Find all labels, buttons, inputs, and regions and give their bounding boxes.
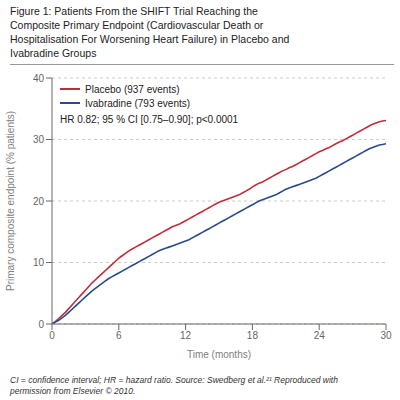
html-text:Composite Primary Endpoint (Ca: Composite Primary Endpoint (Cardiovascul… xyxy=(10,19,264,31)
html-text:Placebo (937 events): Placebo (937 events) xyxy=(85,83,180,95)
html-text:Hospitalisation For Worsening: Hospitalisation For Worsening Heart Fail… xyxy=(10,33,290,45)
svg-text:10: 10 xyxy=(33,257,45,268)
svg-text:Time (months): Time (months) xyxy=(187,349,251,360)
html-text:Ivabradine Groups: Ivabradine Groups xyxy=(10,47,97,59)
html-text:HR 0.82; 95 % CI [0.75–0.90];: HR 0.82; 95 % CI [0.75–0.90]; p<0.0001 xyxy=(60,114,239,125)
svg-text:20: 20 xyxy=(33,196,45,207)
html-text:Ivabradine (793 events): Ivabradine (793 events) xyxy=(85,97,191,109)
svg-text:30: 30 xyxy=(33,134,45,145)
svg-text:0: 0 xyxy=(38,319,44,330)
svg-text:12: 12 xyxy=(180,330,192,341)
html-text:Figure 1: Patients From the SH: Figure 1: Patients From the SHIFT Trial … xyxy=(10,5,258,17)
svg-text:0: 0 xyxy=(49,330,55,341)
svg-text:Primary composite endpoint (%: Primary composite endpoint (% patients) xyxy=(8,111,16,291)
svg-text:30: 30 xyxy=(380,330,392,341)
svg-text:6: 6 xyxy=(116,330,122,341)
svg-text:24: 24 xyxy=(314,330,326,341)
svg-text:40: 40 xyxy=(33,73,45,84)
html-text:CI = confidence interval; HR =: CI = confidence interval; HR = hazard ra… xyxy=(10,375,338,396)
svg-text:18: 18 xyxy=(247,330,259,341)
